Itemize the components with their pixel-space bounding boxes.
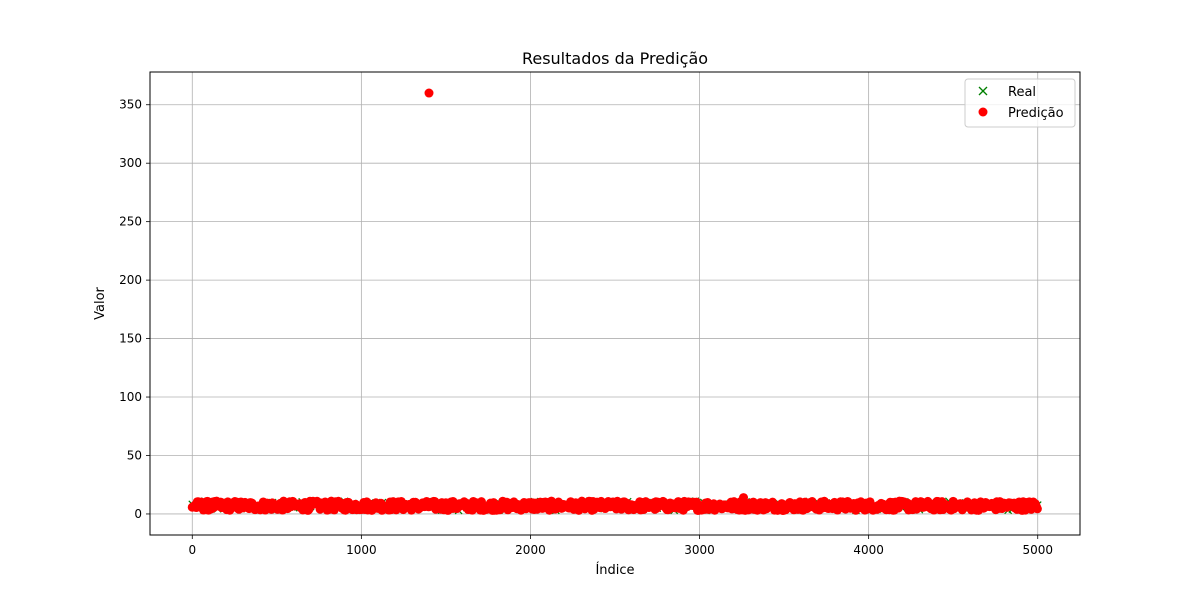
x-tick-label: 1000 — [346, 543, 377, 557]
y-tick-label: 350 — [119, 98, 142, 112]
prediction-outlier-point — [739, 493, 749, 503]
legend-label-predicao: Predição — [1008, 106, 1064, 121]
y-tick-label: 150 — [119, 332, 142, 346]
x-tick-label: 0 — [188, 543, 196, 557]
x-axis-title: Índice — [595, 562, 634, 578]
y-tick-label: 200 — [119, 273, 142, 287]
legend-marker-x — [978, 86, 988, 96]
legend-box — [964, 78, 1076, 128]
plot-frame — [149, 71, 1081, 536]
x-tick-label: 3000 — [684, 543, 715, 557]
x-tick-label: 2000 — [515, 543, 546, 557]
y-tick-label: 50 — [127, 448, 142, 462]
x-tick-label: 4000 — [853, 543, 884, 557]
grid-lines — [150, 72, 1080, 535]
prediction-point — [1032, 504, 1042, 514]
legend: Real Predição — [964, 78, 1076, 128]
legend-marker-dot — [978, 107, 988, 117]
y-axis-title: Valor — [93, 286, 108, 319]
legend-entry-predicao: Predição — [978, 106, 1064, 121]
y-tick-label: 300 — [119, 156, 142, 170]
y-tick-label: 250 — [119, 215, 142, 229]
legend-label-real: Real — [1008, 85, 1036, 100]
x-tick-label: 5000 — [1022, 543, 1053, 557]
prediction-outlier-point — [424, 88, 434, 98]
y-tick-label: 0 — [134, 507, 142, 521]
chart-title: Resultados da Predição — [522, 49, 708, 68]
axis-ticks: 0 1000 2000 3000 4000 5000 0 50 100 150 200 250 300 3… — [119, 98, 1053, 557]
y-tick-label: 100 — [119, 390, 142, 404]
data-points — [187, 88, 1042, 515]
legend-entry-real: Real — [978, 85, 1036, 100]
